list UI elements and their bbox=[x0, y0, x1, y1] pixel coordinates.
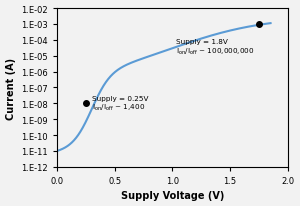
X-axis label: Supply Voltage (V): Supply Voltage (V) bbox=[121, 191, 224, 200]
Text: Supply = 1.8V
$\mathregular{I_{on}/I_{off}}$ ~ 100,000,000: Supply = 1.8V $\mathregular{I_{on}/I_{of… bbox=[176, 39, 254, 57]
Y-axis label: Current (A): Current (A) bbox=[6, 57, 16, 119]
Text: Supply = 0.25V
$\mathregular{I_{on}/I_{off}}$ ~ 1,400: Supply = 0.25V $\mathregular{I_{on}/I_{o… bbox=[92, 95, 148, 113]
